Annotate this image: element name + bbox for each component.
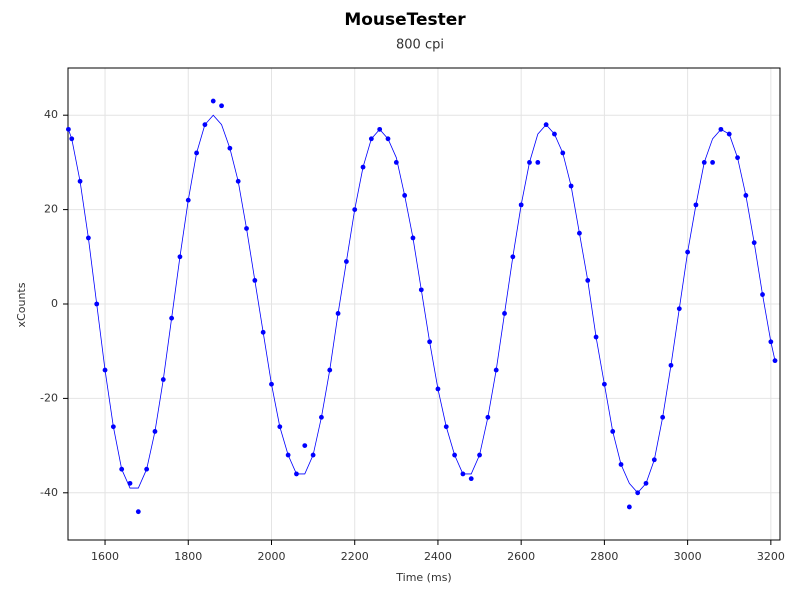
data-point xyxy=(710,160,715,165)
data-point xyxy=(535,160,541,165)
data-point xyxy=(302,443,308,448)
x-tick-label: 2200 xyxy=(341,550,369,563)
data-point xyxy=(210,98,216,104)
y-axis-label: xCounts xyxy=(15,282,28,327)
x-tick-label: 2800 xyxy=(590,550,618,563)
x-tick-label: 1600 xyxy=(91,550,119,563)
y-tick-label: -40 xyxy=(40,486,58,499)
data-point xyxy=(219,103,224,109)
data-point xyxy=(135,509,141,515)
chart-title: MouseTester xyxy=(344,10,466,30)
y-tick-label: -20 xyxy=(40,391,58,404)
x-tick-label: 1800 xyxy=(174,550,202,563)
data-point xyxy=(626,504,632,510)
data-point xyxy=(468,476,474,482)
data-point xyxy=(66,126,71,132)
x-tick-label: 2600 xyxy=(507,550,535,563)
x-tick-label: 3200 xyxy=(757,550,785,563)
chart-subtitle: 800 cpi xyxy=(396,38,444,53)
y-tick-label: 0 xyxy=(51,297,58,310)
y-tick-label: 20 xyxy=(44,203,58,216)
series-line xyxy=(68,114,776,494)
grid xyxy=(68,68,780,540)
x-axis-label: Time (ms) xyxy=(395,571,451,584)
x-tick-label: 2000 xyxy=(257,550,285,563)
x-tick-label: 3000 xyxy=(674,550,702,563)
x-tick-label: 2400 xyxy=(424,550,452,563)
y-tick-label: 40 xyxy=(44,108,58,121)
